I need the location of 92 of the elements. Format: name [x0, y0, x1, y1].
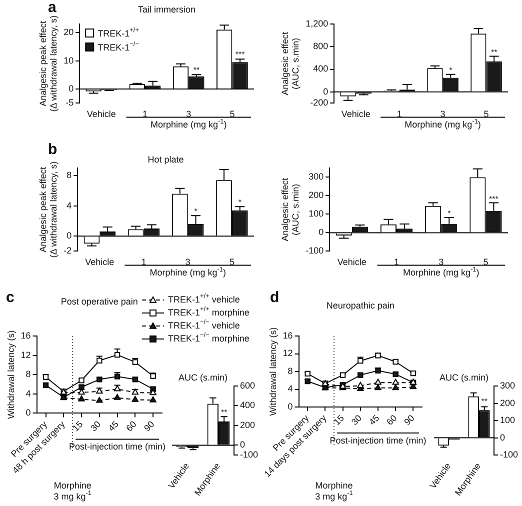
- y-tick-label: 8: [288, 366, 293, 376]
- annotation: **: [193, 66, 200, 75]
- x-tick-label: 1: [141, 257, 146, 268]
- y-tick-label: 0: [26, 408, 31, 418]
- x-tick-label: 1: [396, 109, 402, 120]
- x-tick-label: 15: [332, 412, 346, 428]
- y-tick-label: 0: [240, 440, 245, 450]
- y-tick-label: 1,200: [306, 18, 328, 28]
- x-axis-title: Post-injection time (min): [69, 442, 166, 452]
- y-tick-label: -100: [240, 450, 258, 460]
- y-tick-label: -200: [310, 98, 328, 108]
- y-tick-label: 200: [240, 420, 256, 430]
- annotation: *: [194, 207, 198, 216]
- y-tick-label: 100: [500, 415, 516, 426]
- y-tick-label: 12: [282, 348, 293, 358]
- x-tick-label: 90: [142, 419, 156, 434]
- y-tick-label: 400: [240, 400, 256, 410]
- y-tick-label: 0: [68, 84, 74, 94]
- text: a: [48, 0, 57, 16]
- text: d: [270, 289, 280, 306]
- y-tick-label: 4: [26, 388, 31, 398]
- y-tick-label: 20: [64, 26, 74, 37]
- y-tick-label: 200: [308, 190, 324, 200]
- y-tick-label: 300: [500, 380, 516, 390]
- x-tick-label: 5: [483, 257, 488, 268]
- y-axis-title: Analgesic peak effect (Δ withdrawal latency, s): [38, 161, 59, 258]
- y-tick-label: 100: [308, 208, 324, 219]
- text: b: [48, 141, 58, 158]
- annotation: *: [448, 209, 451, 218]
- y-axis-title: Withdrawal latency (s): [6, 330, 16, 419]
- annotation: **: [481, 397, 488, 406]
- y-tick-label: 0: [323, 86, 328, 96]
- x-tick-label: Vehicle: [85, 257, 114, 268]
- y-tick-label: 16: [20, 330, 31, 340]
- x-tick-label: 5: [230, 109, 235, 120]
- x-tick-label: 90: [402, 412, 416, 428]
- y-tick-label: 600: [240, 380, 256, 390]
- x-tick-label: 1: [394, 257, 400, 268]
- x-tick-label: 30: [349, 412, 364, 428]
- x-tick-label: 45: [367, 412, 382, 428]
- y-tick-label: 16: [282, 330, 293, 340]
- y-tick-label: 8: [66, 170, 72, 180]
- x-tick-label: 60: [384, 412, 399, 428]
- x-tick-label: Vehicle: [337, 257, 366, 268]
- x-tick-label: 15: [70, 419, 85, 434]
- chart-title: Post operative pain: [60, 296, 138, 306]
- y-tick-label: 4: [288, 384, 293, 394]
- text: c: [6, 289, 14, 306]
- y-tick-label: 0: [66, 230, 72, 241]
- x-tick-label: Vehicle: [86, 109, 116, 120]
- x-tick-label: 5: [229, 257, 234, 268]
- annotation: *: [238, 198, 242, 208]
- y-tick-label: 300: [308, 172, 324, 182]
- x-tick-label: 3: [438, 257, 444, 268]
- y-tick-label: -5: [66, 98, 74, 108]
- y-tick-label: 0: [288, 401, 293, 412]
- y-tick-label: 200: [500, 398, 516, 408]
- x-tick-label: 3: [186, 109, 192, 120]
- chart-title: Tail immersion: [138, 4, 196, 14]
- y-tick-label: 400: [313, 64, 328, 74]
- annotation: **: [220, 408, 228, 417]
- annotation: **: [490, 48, 498, 57]
- chart-title: AUC (s.min): [439, 372, 488, 382]
- chart-title: AUC (s.min): [178, 372, 228, 382]
- y-axis-title: Analgesic effect (AUC, s.min): [280, 177, 301, 242]
- y-tick-label: 4: [66, 200, 72, 210]
- x-axis-title: Post-injection time (min): [330, 435, 426, 446]
- y-tick-label: -2: [64, 246, 72, 256]
- y-axis-title: Analgesic effect (AUC, s.min): [280, 31, 301, 96]
- chart-title: Hot plate: [148, 154, 184, 164]
- x-tick-label: 45: [106, 419, 120, 434]
- annotation: ***: [235, 50, 245, 60]
- y-tick-label: 0: [500, 432, 505, 442]
- y-tick-label: -100: [500, 450, 518, 460]
- x-tick-label: Vehicle: [341, 109, 370, 120]
- x-tick-label: 30: [88, 419, 103, 434]
- annotation: *: [449, 66, 452, 75]
- y-tick-label: 800: [313, 41, 328, 52]
- y-axis-title: Analgesic peak effect (Δ withdrawal latency, s): [38, 15, 59, 112]
- y-axis-title: Withdrawal latency (s): [268, 327, 278, 416]
- x-tick-label: 1: [142, 109, 148, 120]
- x-tick-label: 3: [440, 109, 446, 120]
- x-tick-label: 3: [185, 257, 190, 268]
- y-tick-label: 12: [20, 350, 31, 360]
- x-tick-label: 60: [124, 419, 138, 434]
- y-tick-label: -100: [306, 246, 324, 256]
- y-tick-label: 8: [26, 369, 31, 380]
- y-tick-label: 0: [318, 227, 324, 238]
- y-tick-label: 10: [64, 55, 74, 66]
- chart-title: Neuropathic pain: [326, 300, 394, 310]
- annotation: ***: [489, 194, 498, 204]
- x-tick-label: 5: [484, 109, 489, 120]
